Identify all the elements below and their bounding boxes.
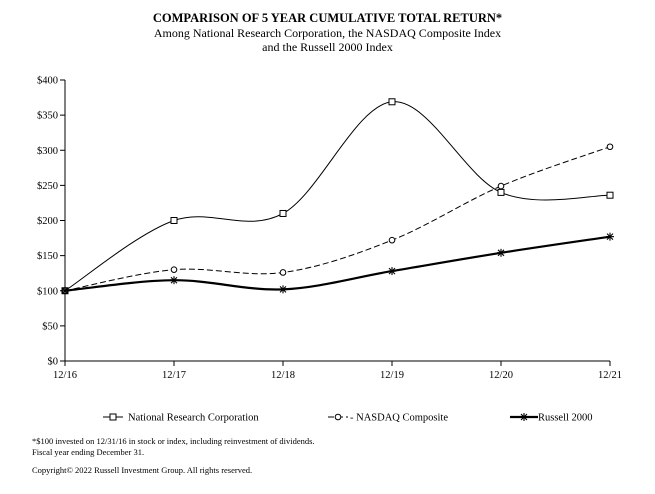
- legend-swatch-marker: [520, 413, 528, 421]
- data-point-national-research: [388, 98, 396, 106]
- legend-swatch-marker: [334, 413, 342, 421]
- footnote-investment: *$100 invested on 12/31/16 in stock or i…: [32, 436, 315, 446]
- series-line-nasdaq-composite: [64, 146, 611, 292]
- legend-item-russell-2000: Russell 2000: [510, 413, 593, 424]
- y-tick-label: $200: [37, 216, 58, 227]
- x-tick-label: 12/18: [271, 370, 295, 381]
- y-tick-label: $400: [37, 76, 58, 87]
- series-line-russell-2000: [64, 235, 611, 292]
- y-tick-label: $300: [37, 146, 58, 157]
- data-point-national-research: [606, 191, 614, 199]
- data-point-nasdaq-composite: [497, 182, 505, 190]
- data-point-russell-2000: [170, 276, 178, 285]
- data-point-russell-2000: [279, 285, 287, 294]
- legend-item-national-research: National Research Corporation: [103, 413, 259, 424]
- series-russell-2000: [61, 232, 614, 295]
- series-national-research: [61, 98, 614, 295]
- x-tick-label: 12/17: [162, 370, 186, 381]
- data-point-russell-2000: [388, 267, 396, 276]
- y-tick-label: $100: [37, 286, 58, 297]
- chart-title: COMPARISON OF 5 YEAR CUMULATIVE TOTAL RE…: [152, 11, 503, 25]
- y-tick-label: $0: [48, 357, 59, 368]
- legend-label-russell-2000: Russell 2000: [538, 413, 593, 424]
- y-tick-label: $250: [37, 181, 58, 192]
- y-tick-label: $350: [37, 111, 58, 122]
- x-tick-label: 12/20: [489, 370, 513, 381]
- x-tick-label: 12/21: [598, 370, 622, 381]
- legend-item-nasdaq-composite: - NASDAQ Composite: [328, 413, 448, 424]
- data-point-national-research: [170, 217, 178, 224]
- legend-label-nasdaq-composite: - NASDAQ Composite: [350, 413, 448, 424]
- data-point-national-research: [279, 209, 287, 217]
- footnote-fiscal-year: Fiscal year ending December 31.: [32, 447, 145, 457]
- series-nasdaq-composite: [61, 143, 614, 295]
- copyright-notice: Copyright© 2022 Russell Investment Group…: [32, 465, 253, 475]
- chart-axes: $0 $50 $100 $150 $200 $250 $300 $350 $400 12/16 12…: [37, 76, 622, 382]
- series-layer: [61, 98, 614, 295]
- legend-swatch-marker: [109, 413, 117, 421]
- data-point-russell-2000: [61, 286, 69, 295]
- chart-legend: National Research Corporation - NASDAQ Co…: [103, 413, 593, 424]
- legend-label-national-research: National Research Corporation: [128, 413, 259, 424]
- data-point-nasdaq-composite: [606, 143, 614, 151]
- data-point-nasdaq-composite: [170, 266, 178, 273]
- x-tick-label: 12/16: [53, 370, 77, 381]
- chart-subtitle-line-2: and the Russell 2000 Index: [262, 40, 393, 54]
- chart-subtitle-line-1: Among National Research Corporation, the…: [153, 26, 502, 40]
- y-tick-label: $50: [42, 321, 58, 332]
- y-tick-label: $150: [37, 251, 58, 262]
- data-point-nasdaq-composite: [279, 269, 287, 276]
- data-point-national-research: [497, 188, 505, 196]
- series-line-national-research: [64, 101, 611, 292]
- data-point-nasdaq-composite: [388, 236, 396, 244]
- data-point-russell-2000: [497, 248, 505, 257]
- x-tick-label: 12/19: [380, 370, 404, 381]
- data-point-russell-2000: [606, 232, 614, 241]
